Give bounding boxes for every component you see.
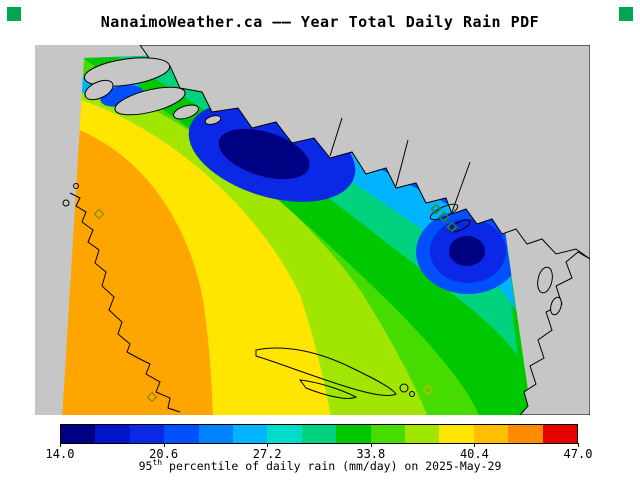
colorbar-segment — [95, 425, 130, 443]
colorbar-segment — [405, 425, 440, 443]
colorbar-segment — [542, 425, 578, 443]
islet — [409, 391, 415, 397]
island-northwest — [114, 86, 186, 116]
colorbar-tickmark — [163, 443, 165, 447]
coastal-landmass-east — [519, 251, 590, 415]
colorbar-tickmark — [474, 443, 476, 447]
colorbar-segment — [336, 425, 371, 443]
colorbar-caption: 95th percentile of daily rain (mm/day) o… — [0, 458, 640, 473]
station-marker — [438, 211, 450, 223]
station-marker — [446, 221, 458, 233]
island-east — [537, 266, 553, 294]
corner-marker — [619, 7, 633, 21]
island-northwest — [84, 79, 114, 101]
island-outline-central — [298, 379, 358, 399]
colorbar-tick-label: 33.8 — [356, 447, 386, 461]
islet — [73, 183, 79, 189]
mainland-landmass — [139, 45, 590, 260]
colorbar-segment — [508, 425, 543, 443]
caption-number: 95 — [138, 458, 153, 473]
island-outline-central — [255, 347, 397, 396]
colorbar-ticks: 14.0 20.6 27.2 33.8 40.4 47.0 — [46, 443, 592, 461]
island-northwest — [83, 57, 171, 87]
corner-marker — [7, 7, 21, 21]
colorbar-tickmark — [578, 443, 579, 447]
station-marker — [146, 391, 158, 403]
island-outline-east — [429, 203, 459, 221]
colorbar-segment — [164, 425, 199, 443]
contour-core-navy-east — [449, 236, 485, 266]
colorbar-segment — [129, 425, 165, 443]
colorbar-tick-label: 14.0 — [45, 447, 75, 461]
page-title: NanaimoWeather.ca —— Year Total Daily Ra… — [100, 13, 540, 31]
colorbar-tickmark — [267, 443, 269, 447]
colorbar-segment — [267, 425, 302, 443]
colorbar-segment — [61, 425, 96, 443]
colorbar-segment — [473, 425, 509, 443]
colorbar-segment — [233, 425, 268, 443]
station-marker — [430, 203, 442, 215]
colorbar-tickmark — [370, 443, 372, 447]
islet — [399, 383, 409, 393]
station-markers — [93, 203, 458, 403]
colorbar-tick-label: 20.6 — [149, 447, 179, 461]
inlet-line — [395, 139, 409, 187]
colorbar-segment — [439, 425, 474, 443]
island-outline-east — [449, 219, 471, 233]
station-marker — [422, 384, 434, 396]
colorbar-tick-label: 47.0 — [563, 447, 593, 461]
islet — [62, 199, 70, 207]
vancouver-island-coastline — [69, 192, 181, 413]
colorbar-segment — [301, 425, 337, 443]
caption-text: percentile of daily rain (mm/day) on 202… — [162, 458, 502, 473]
colorbar-tickmark — [60, 443, 61, 447]
contour-core-navy-north — [218, 128, 310, 180]
colorbar-segment — [198, 425, 234, 443]
colorbar-segment — [370, 425, 406, 443]
island-east — [550, 296, 562, 316]
colorbar — [60, 424, 578, 444]
station-marker — [93, 208, 105, 220]
island-northwest — [204, 115, 222, 125]
colorbar-tick-label: 40.4 — [459, 447, 489, 461]
inlet-line — [451, 161, 471, 213]
weather-contour-map — [35, 45, 590, 415]
inlet-line — [329, 117, 343, 157]
island-northwest — [172, 104, 200, 120]
caption-superscript: th — [152, 458, 163, 467]
colorbar-tick-label: 27.2 — [252, 447, 282, 461]
